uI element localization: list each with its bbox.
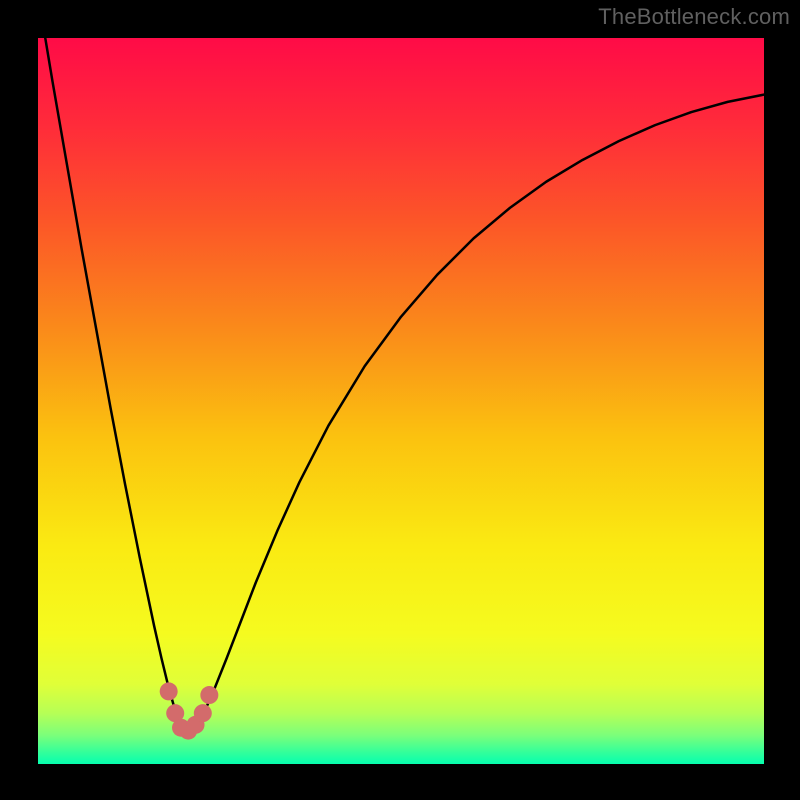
watermark-text: TheBottleneck.com	[598, 4, 790, 30]
marker-point	[194, 704, 212, 722]
plot-area	[38, 38, 764, 764]
gradient-background	[38, 38, 764, 764]
canvas: TheBottleneck.com	[0, 0, 800, 800]
chart-svg	[38, 38, 764, 764]
marker-point	[200, 686, 218, 704]
marker-point	[160, 682, 178, 700]
